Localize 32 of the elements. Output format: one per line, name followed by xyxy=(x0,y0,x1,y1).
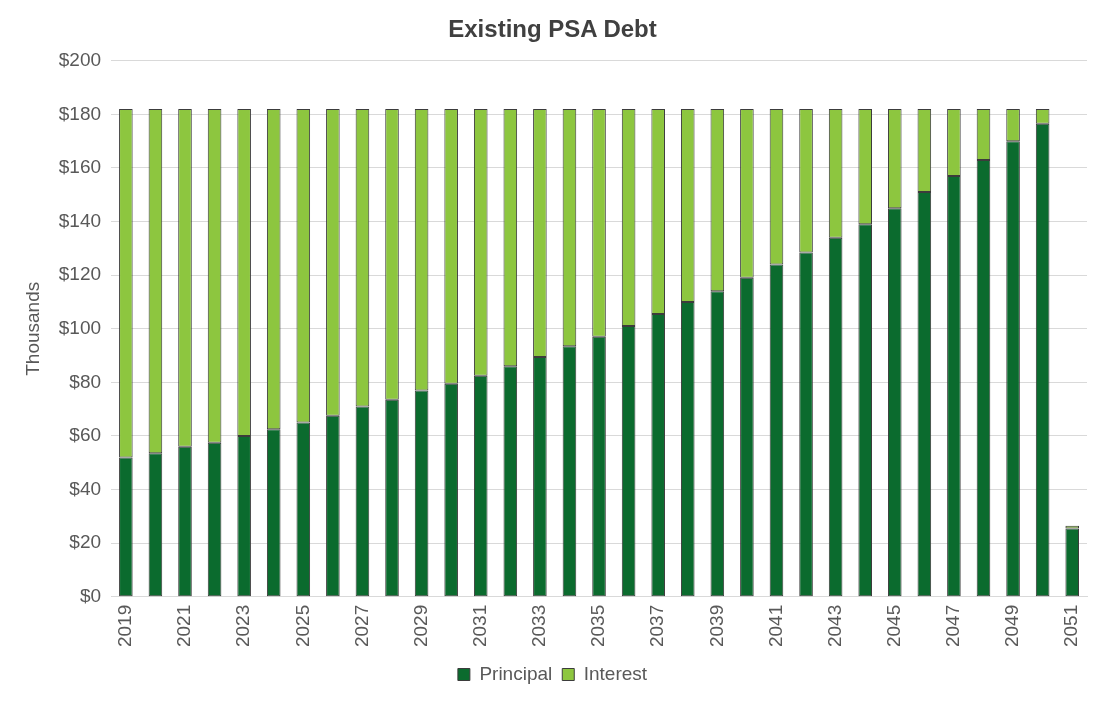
legend-label: Interest xyxy=(583,662,648,684)
x-tick-label: 2031 xyxy=(468,604,490,648)
x-tick-label: 2029 xyxy=(409,604,431,648)
x-tick-label: 2037 xyxy=(646,604,668,648)
y-tick-label: $100 xyxy=(58,317,102,338)
y-tick-label: $200 xyxy=(58,49,102,71)
x-tick-label: 2035 xyxy=(587,604,609,648)
y-tick-label: $140 xyxy=(58,209,102,231)
x-tick-label: 2033 xyxy=(528,604,550,648)
chart-title: Existing PSA Debt xyxy=(448,15,657,43)
x-tick-label: 2019 xyxy=(114,604,136,648)
x-tick-label: 2023 xyxy=(232,604,254,648)
x-tick-label: 2049 xyxy=(1001,604,1023,648)
y-tick-label: $180 xyxy=(58,102,102,124)
y-tick-label: $160 xyxy=(58,156,102,178)
x-tick-label: 2041 xyxy=(764,604,786,648)
y-tick-label: $20 xyxy=(69,531,102,553)
y-tick-label: $120 xyxy=(58,263,102,285)
y-tick-label: $60 xyxy=(69,424,102,446)
y-tick-label: $80 xyxy=(69,370,102,392)
x-tick-label: 2045 xyxy=(883,604,905,648)
x-tick-label: 2047 xyxy=(942,604,964,648)
y-axis-title: Thousands xyxy=(21,281,43,376)
x-tick-label: 2043 xyxy=(823,604,845,648)
x-tick-label: 2021 xyxy=(173,604,195,648)
x-tick-label: 2039 xyxy=(705,604,727,648)
x-tick-label: 2027 xyxy=(350,604,372,648)
x-tick-label: 2025 xyxy=(291,604,313,648)
legend-label: Principal xyxy=(479,662,553,684)
y-tick-label: $0 xyxy=(79,584,102,606)
x-tick-label: 2051 xyxy=(1060,604,1082,648)
y-tick-label: $40 xyxy=(69,477,102,499)
